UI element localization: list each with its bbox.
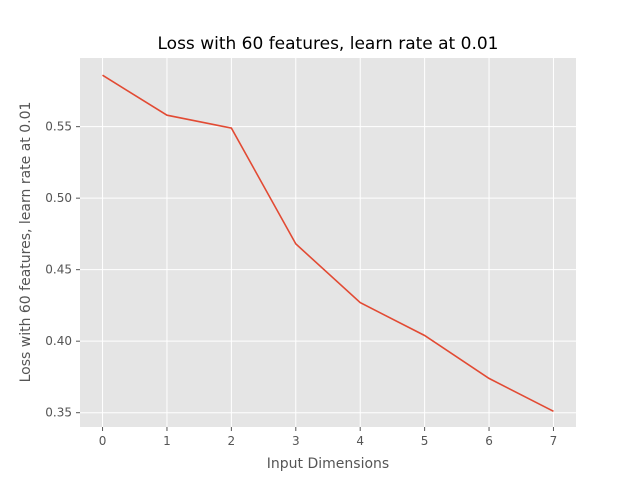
plot-area (80, 58, 576, 427)
x-axis-ticks: 0 1 2 3 4 5 6 7 (99, 427, 558, 448)
y-tick-label: 0.55 (45, 120, 72, 134)
y-tick-label: 0.50 (45, 191, 72, 205)
grid-lines (80, 58, 576, 427)
series-line (102, 74, 554, 413)
y-tick-label: 0.45 (45, 263, 72, 277)
x-tick-label: 4 (356, 434, 364, 448)
x-tick-label: 2 (228, 434, 236, 448)
x-tick-label: 7 (550, 434, 558, 448)
chart-title: Loss with 60 features, learn rate at 0.0… (158, 34, 499, 54)
x-tick-label: 5 (421, 434, 429, 448)
x-tick-label: 3 (292, 434, 300, 448)
y-tick-label: 0.40 (45, 334, 72, 348)
y-tick-label: 0.35 (45, 406, 72, 420)
x-tick-label: 1 (163, 434, 171, 448)
y-axis-label: Loss with 60 features, learn rate at 0.0… (18, 102, 34, 383)
y-axis-ticks: 0.35 0.40 0.45 0.50 0.55 (45, 120, 80, 420)
x-tick-label: 0 (99, 434, 107, 448)
x-tick-label: 6 (485, 434, 493, 448)
x-axis-label: Input Dimensions (267, 456, 389, 472)
